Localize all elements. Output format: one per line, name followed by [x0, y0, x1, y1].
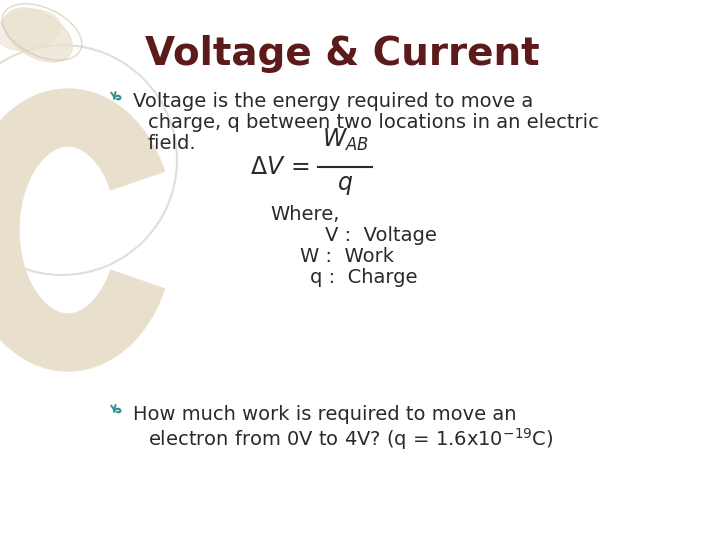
- Ellipse shape: [0, 10, 60, 50]
- Text: Where,: Where,: [270, 205, 339, 224]
- Text: $\Delta V\,=$: $\Delta V\,=$: [250, 155, 310, 179]
- Text: W :  Work: W : Work: [300, 247, 394, 266]
- Text: Voltage & Current: Voltage & Current: [145, 35, 539, 73]
- Text: Voltage is the energy required to move a: Voltage is the energy required to move a: [133, 92, 534, 111]
- Text: charge, q between two locations in an electric: charge, q between two locations in an el…: [148, 113, 599, 132]
- Text: field.: field.: [148, 134, 197, 153]
- Text: V :  Voltage: V : Voltage: [325, 226, 437, 245]
- Text: $q$: $q$: [337, 173, 353, 197]
- Text: electron from 0V to 4V? (q = 1.6x10$^{-19}$C): electron from 0V to 4V? (q = 1.6x10$^{-1…: [148, 426, 554, 452]
- Text: How much work is required to move an: How much work is required to move an: [133, 405, 516, 424]
- Ellipse shape: [4, 8, 73, 62]
- Text: q :  Charge: q : Charge: [310, 268, 418, 287]
- Text: $W_{AB}$: $W_{AB}$: [322, 127, 369, 153]
